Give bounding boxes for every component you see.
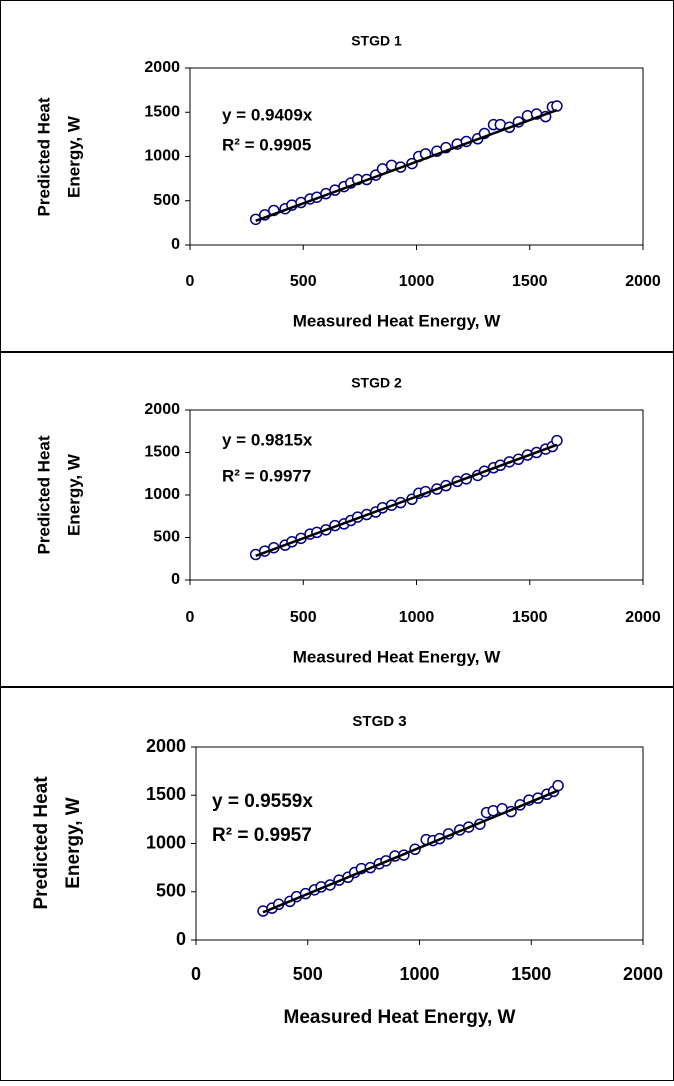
x-tick-label: 1000 xyxy=(399,964,439,984)
y-axis-label: Predicted Heat xyxy=(34,435,53,554)
trendline xyxy=(262,789,559,914)
x-tick-label: 500 xyxy=(290,273,317,290)
chart-title: STGD 3 xyxy=(352,713,406,730)
chart-title: STGD 2 xyxy=(351,375,402,391)
y-tick-label: 0 xyxy=(176,929,186,949)
y-tick-label: 2000 xyxy=(144,59,180,76)
x-tick-label: 1500 xyxy=(512,273,548,290)
r-squared: R² = 0.9957 xyxy=(212,825,312,846)
y-tick-label: 1000 xyxy=(144,148,180,165)
chart-title: STGD 1 xyxy=(351,33,402,49)
y-tick-label: 2000 xyxy=(144,401,180,418)
x-axis-label: Measured Heat Energy, W xyxy=(284,1007,516,1028)
x-axis-label: Measured Heat Energy, W xyxy=(293,311,501,330)
x-tick-label: 500 xyxy=(290,609,317,626)
x-axis-label: Measured Heat Energy, W xyxy=(293,647,501,666)
y-tick-label: 1500 xyxy=(146,784,186,804)
x-tick-label: 0 xyxy=(191,964,201,984)
x-tick-label: 2000 xyxy=(623,964,663,984)
y-tick-label: 500 xyxy=(153,529,180,546)
y-axis-label: Predicted Heat xyxy=(34,97,53,216)
y-tick-label: 1500 xyxy=(144,444,180,461)
y-tick-label: 1000 xyxy=(146,832,186,852)
x-tick-label: 2000 xyxy=(625,273,661,290)
x-tick-label: 0 xyxy=(186,273,195,290)
x-tick-label: 2000 xyxy=(625,609,661,626)
y-tick-label: 500 xyxy=(156,881,186,901)
trendline-equation: y = 0.9815x xyxy=(222,430,313,449)
y-tick-label: 0 xyxy=(171,236,180,253)
y-tick-label: 1500 xyxy=(144,103,180,120)
y-axis-label: Energy, W xyxy=(63,797,84,889)
x-tick-label: 500 xyxy=(293,964,323,984)
y-axis-label: Predicted Heat xyxy=(31,776,52,910)
data-point xyxy=(551,100,563,112)
trendline xyxy=(255,108,558,223)
trendline xyxy=(255,443,558,557)
y-tick-label: 1000 xyxy=(144,486,180,503)
data-point xyxy=(552,779,564,792)
y-tick-label: 0 xyxy=(171,571,180,588)
x-tick-label: 1500 xyxy=(511,964,551,984)
x-tick-label: 0 xyxy=(186,609,195,626)
x-tick-label: 1000 xyxy=(399,273,435,290)
trendline-equation: y = 0.9409x xyxy=(222,105,313,124)
y-tick-label: 500 xyxy=(153,192,180,209)
data-point xyxy=(551,434,563,447)
trendline-equation: y = 0.9559x xyxy=(212,791,313,812)
x-tick-label: 1000 xyxy=(399,609,435,626)
x-tick-label: 1500 xyxy=(512,609,548,626)
r-squared: R² = 0.9905 xyxy=(222,135,311,154)
y-axis-label: Energy, W xyxy=(64,115,83,198)
r-squared: R² = 0.9977 xyxy=(222,466,311,485)
y-tick-label: 2000 xyxy=(146,736,186,756)
y-axis-label: Energy, W xyxy=(64,453,83,536)
